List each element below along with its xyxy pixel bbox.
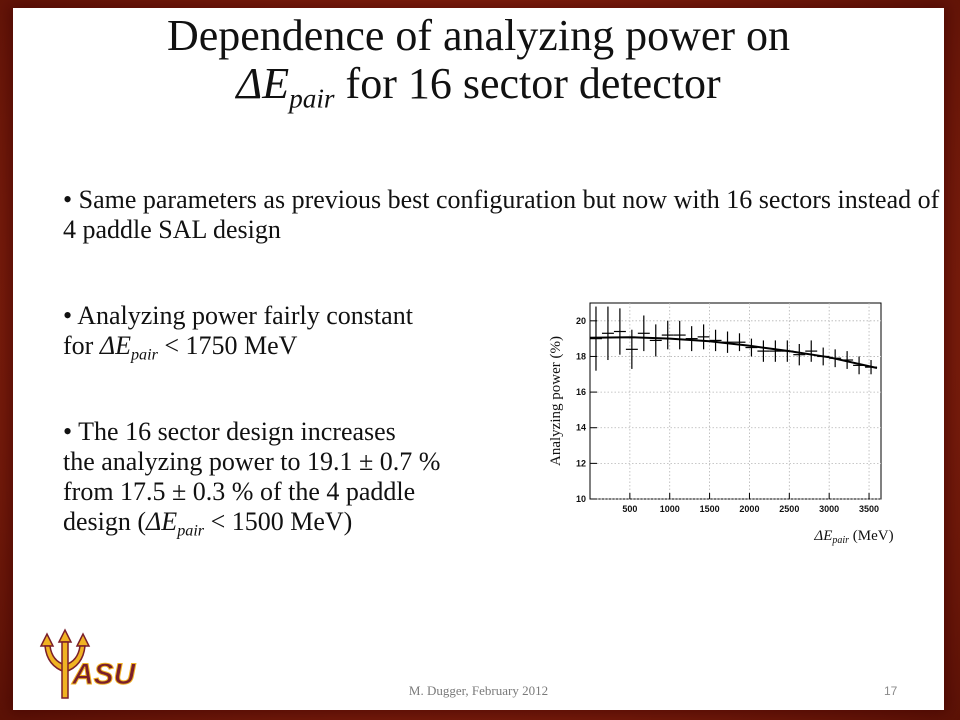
x-tick-label: 2500 <box>779 504 799 514</box>
x-tick-label: 3500 <box>859 504 879 514</box>
plot-frame <box>589 302 882 500</box>
y-tick-label: 10 <box>576 494 586 504</box>
title-line1: Dependence of analyzing power on <box>166 11 791 60</box>
y-tick-label: 16 <box>576 387 586 397</box>
y-tick-label: 14 <box>576 423 586 433</box>
bullet-constant-power: • Analyzing power fairly constant for ΔE… <box>63 301 413 364</box>
bullet-16-sector-increase: • The 16 sector design increases the ana… <box>63 417 441 540</box>
slide-title: Dependence of analyzing power on ΔEpair … <box>13 11 944 114</box>
y-axis-label: Analyzing power (%) <box>548 336 564 466</box>
asu-logo-text: ASU <box>71 658 137 691</box>
title-line2: ΔEpair for 16 sector detector <box>236 59 721 114</box>
slide: Dependence of analyzing power on ΔEpair … <box>13 8 944 710</box>
fit-curve <box>589 336 878 369</box>
y-tick-label: 12 <box>576 458 586 468</box>
x-tick-label: 2000 <box>739 504 759 514</box>
page-number: 17 <box>884 684 898 698</box>
x-tick-label: 1000 <box>660 504 680 514</box>
asu-logo: ASU <box>39 628 137 699</box>
analyzing-power-chart: 500 1000 1500 2000 2500 3000 3500 10 12 14 16 18 20 … <box>526 294 896 554</box>
data-points <box>590 306 878 375</box>
x-tick-label: 3000 <box>819 504 839 514</box>
y-tick-label: 20 <box>576 316 586 326</box>
grid <box>590 303 881 500</box>
ticks: 500 1000 1500 2000 2500 3000 3500 10 12 14 16 18 20 <box>576 316 879 514</box>
y-tick-label: 18 <box>576 351 586 361</box>
footer-author: M. Dugger, February 2012 <box>408 683 549 698</box>
x-tick-label: 500 <box>622 504 637 514</box>
bullet-same-parameters: • Same parameters as previous best confi… <box>63 185 940 244</box>
chart-svg: 500 1000 1500 2000 2500 3000 3500101214161820 … <box>548 302 894 546</box>
x-axis-label: ΔEpair (MeV) <box>813 528 893 546</box>
x-tick-label: 1500 <box>700 504 720 514</box>
